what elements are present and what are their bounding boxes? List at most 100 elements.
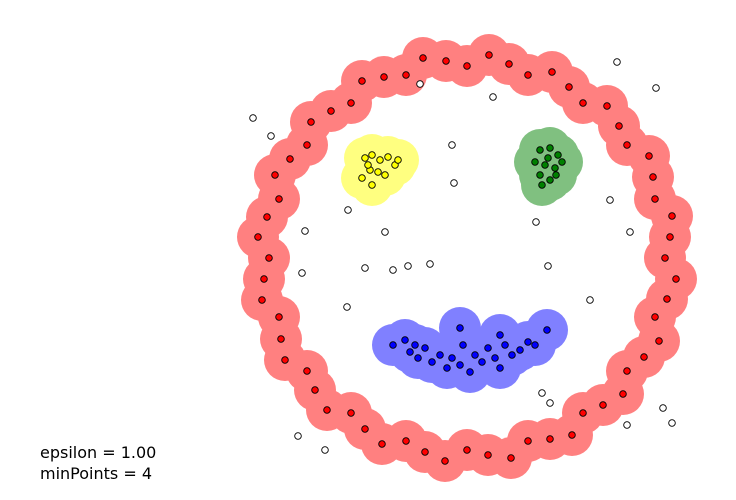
point xyxy=(260,275,268,283)
point xyxy=(463,62,471,70)
point xyxy=(538,181,546,189)
point xyxy=(381,171,389,179)
point xyxy=(389,266,397,274)
point xyxy=(347,409,355,417)
point xyxy=(307,118,315,126)
cluster-points xyxy=(249,58,676,454)
point xyxy=(364,161,372,169)
point xyxy=(536,146,544,154)
point xyxy=(531,158,539,166)
point xyxy=(599,401,607,409)
point xyxy=(426,260,434,268)
point xyxy=(652,84,660,92)
point xyxy=(419,54,427,62)
point xyxy=(672,275,680,283)
point xyxy=(579,409,587,417)
point xyxy=(294,432,302,440)
point xyxy=(507,454,515,462)
point xyxy=(271,171,279,179)
point xyxy=(286,155,294,163)
point xyxy=(489,93,497,101)
halo-layer xyxy=(237,34,697,482)
point xyxy=(436,351,444,359)
point xyxy=(442,57,450,65)
point xyxy=(277,335,285,343)
point xyxy=(459,341,467,349)
point xyxy=(552,171,560,179)
point xyxy=(358,174,366,182)
point xyxy=(376,156,384,164)
point xyxy=(619,390,627,398)
point xyxy=(516,346,524,354)
point xyxy=(531,341,539,349)
point xyxy=(416,80,424,88)
point xyxy=(586,296,594,304)
point xyxy=(368,181,376,189)
point xyxy=(374,168,382,176)
point xyxy=(303,141,311,149)
point xyxy=(323,406,331,414)
point xyxy=(536,171,544,179)
cluster-points xyxy=(358,151,402,189)
point xyxy=(524,71,532,79)
min-points-label: minPoints = 4 xyxy=(40,464,152,483)
point xyxy=(524,437,532,445)
point xyxy=(380,73,388,81)
point xyxy=(267,132,275,140)
point xyxy=(615,122,623,130)
point xyxy=(655,337,663,345)
point xyxy=(485,51,493,59)
point xyxy=(361,154,369,162)
cluster-points xyxy=(531,144,566,189)
point xyxy=(544,154,552,162)
point xyxy=(344,206,352,214)
point xyxy=(275,195,283,203)
point xyxy=(456,361,464,369)
point xyxy=(402,437,410,445)
point xyxy=(411,341,419,349)
point xyxy=(546,399,554,407)
point xyxy=(546,144,554,152)
point xyxy=(568,431,576,439)
point xyxy=(254,233,262,241)
point xyxy=(565,83,573,91)
point xyxy=(651,313,659,321)
point xyxy=(496,364,504,372)
point xyxy=(258,296,266,304)
point xyxy=(548,68,556,76)
point xyxy=(402,71,410,79)
point xyxy=(327,107,335,115)
cluster-points xyxy=(389,324,551,376)
epsilon-label: epsilon = 1.00 xyxy=(40,443,156,462)
point xyxy=(311,386,319,394)
point xyxy=(501,341,509,349)
cluster-halo xyxy=(237,34,697,482)
point xyxy=(491,354,499,362)
point xyxy=(666,233,674,241)
cluster-points xyxy=(254,51,680,465)
point xyxy=(623,141,631,149)
point xyxy=(275,313,283,321)
point xyxy=(404,262,412,270)
point xyxy=(361,264,369,272)
point xyxy=(441,457,449,465)
point xyxy=(421,448,429,456)
point xyxy=(546,176,554,184)
point xyxy=(414,354,422,362)
point xyxy=(428,358,436,366)
point xyxy=(623,421,631,429)
point xyxy=(263,213,271,221)
point xyxy=(466,368,474,376)
point xyxy=(558,158,566,166)
point xyxy=(421,344,429,352)
point xyxy=(456,324,464,332)
point xyxy=(358,77,366,85)
point xyxy=(626,228,634,236)
point xyxy=(524,338,532,346)
point xyxy=(668,419,676,427)
cluster-halo xyxy=(514,127,583,206)
point xyxy=(663,295,671,303)
point xyxy=(448,141,456,149)
point xyxy=(505,60,513,68)
